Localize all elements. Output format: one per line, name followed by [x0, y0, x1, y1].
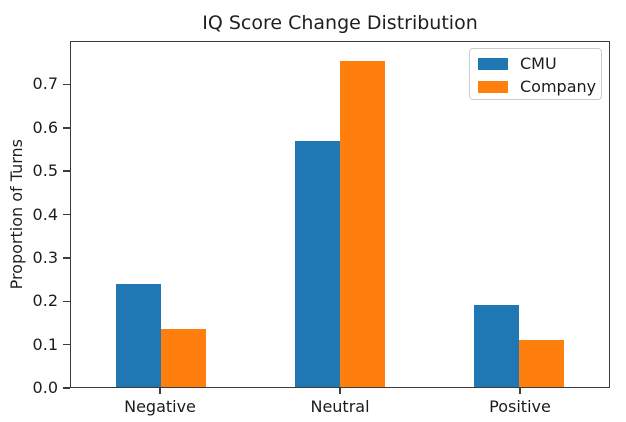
y-tick-label-0.7: 0.7	[32, 74, 58, 94]
y-tick-mark	[63, 300, 70, 302]
x-tick-mark	[159, 388, 161, 394]
y-tick-mark	[63, 387, 70, 389]
bar-group-neutral	[250, 42, 429, 387]
bar-group-negative	[71, 42, 250, 387]
legend-swatch-cmu	[478, 57, 508, 70]
y-tick-label-0.3: 0.3	[32, 247, 58, 267]
y-tick-mark	[63, 257, 70, 259]
bar-company-negative	[160, 328, 206, 387]
y-tick-label-0.0: 0.0	[32, 378, 58, 397]
legend-item-cmu: CMU	[478, 53, 593, 74]
legend-item-company: Company	[478, 76, 597, 97]
legend: CMU Company	[469, 48, 602, 100]
bar-cmu-negative	[115, 284, 161, 387]
y-tick-label-0.2: 0.2	[32, 291, 58, 311]
legend-swatch-company	[478, 80, 508, 93]
x-tick-label-neutral: Neutral	[310, 397, 370, 416]
x-tick-mark	[339, 388, 341, 394]
bar-company-neutral	[339, 60, 385, 387]
y-tick-mark	[63, 213, 70, 216]
y-tick-mark	[63, 170, 70, 172]
y-tick-mark	[63, 83, 70, 86]
y-tick-label-0.6: 0.6	[32, 117, 58, 137]
x-tick-label-positive: Positive	[489, 397, 551, 416]
bar-cmu-positive	[474, 305, 520, 387]
chart-title: IQ Score Change Distribution	[202, 12, 478, 34]
bar-company-positive	[519, 340, 565, 387]
legend-label-company: Company	[520, 77, 597, 96]
bar-cmu-neutral	[294, 140, 340, 387]
x-tick-label-negative: Negative	[124, 397, 196, 416]
y-tick-label-0.5: 0.5	[32, 161, 58, 181]
y-tick-mark	[63, 127, 70, 129]
x-tick-mark	[519, 388, 521, 394]
legend-label-cmu: CMU	[520, 54, 557, 73]
bar-group-positive	[430, 42, 609, 387]
y-tick-mark	[63, 343, 70, 346]
y-tick-label-0.1: 0.1	[32, 334, 58, 354]
bar-groups	[71, 42, 609, 387]
y-tick-label-0.4: 0.4	[32, 204, 58, 224]
